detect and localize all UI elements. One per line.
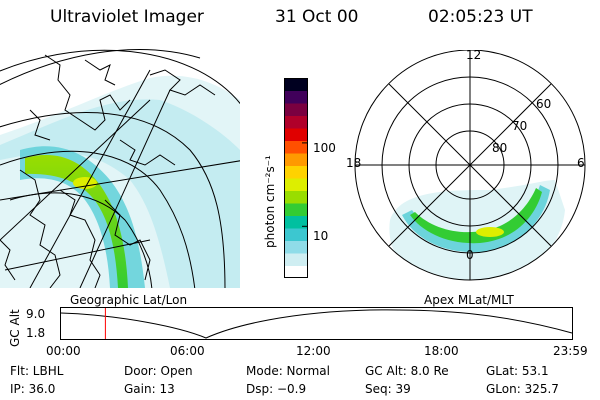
polar-plot: [354, 50, 586, 281]
auroral-bright-spot: [73, 177, 97, 189]
colorbar-cell: [284, 115, 308, 129]
timeline-ytick-high: 9.0: [26, 307, 46, 321]
mlt-label-6: 6: [577, 156, 585, 170]
info-glat: GLat: 53.1: [486, 364, 549, 378]
colorbar-cell: [284, 128, 308, 141]
timeline-xtick-1800: 18:00: [424, 344, 459, 358]
image-time: 02:05:23 UT: [428, 7, 533, 27]
mlat-label-70: 70: [512, 119, 528, 133]
colorbar-cell: [284, 140, 308, 154]
mlt-label-18: 18: [346, 156, 362, 170]
geographic-map: [0, 49, 240, 288]
colorbar-cell: [284, 253, 308, 266]
colorbar-cell: [284, 215, 308, 229]
colorbar-cell: [284, 265, 308, 278]
colorbar-cell: [284, 165, 308, 179]
timeline-xtick-0000: 00:00: [46, 344, 81, 358]
timeline-xtick-0600: 06:00: [170, 344, 205, 358]
timeline-xtick-2359: 23:59: [553, 344, 588, 358]
info-ip: IP: 36.0: [10, 382, 56, 396]
info-mode: Mode: Normal: [246, 364, 330, 378]
mlt-label-0: 0: [466, 248, 474, 262]
auroral-band-glow: [20, 146, 145, 288]
colorbar-cell: [284, 78, 308, 91]
colorbar: [284, 78, 308, 278]
timeline-xtick-1200: 12:00: [296, 344, 331, 358]
polar-auroral-oval: [410, 188, 542, 244]
info-glon: GLon: 325.7: [486, 382, 559, 396]
timeline-ytick-low: 1.8: [26, 326, 46, 340]
mlat-label-80: 80: [492, 141, 508, 155]
geographic-caption: Geographic Lat/Lon: [70, 293, 188, 307]
colorbar-cell: [284, 90, 308, 104]
altitude-curve: [60, 309, 573, 339]
colorbar-tick-label-10: 10: [313, 229, 329, 243]
instrument-title: Ultraviolet Imager: [50, 7, 204, 27]
diffuse-emission-2: [0, 99, 240, 288]
colorbar-cell: [284, 103, 308, 116]
info-gc-alt: GC Alt: 8.0 Re: [365, 364, 449, 378]
colorbar-cell: [284, 153, 308, 166]
colorbar-unit-label: photon cm⁻²s⁻¹: [263, 155, 277, 248]
info-filter: Flt: LBHL: [10, 364, 64, 378]
colorbar-cell: [284, 240, 308, 254]
mlat-label-60: 60: [536, 97, 552, 111]
timeline-plot: [60, 307, 573, 340]
auroral-band: [25, 155, 128, 288]
info-gain: Gain: 13: [124, 382, 175, 396]
apex-caption: Apex MLat/MLT: [424, 293, 514, 307]
colorbar-cell: [284, 190, 308, 204]
colorbar-cell: [284, 228, 308, 241]
info-dsp: Dsp: −0.9: [246, 382, 307, 396]
colorbar-cell: [284, 203, 308, 216]
colorbar-cell: [284, 178, 308, 191]
polar-bright-spot: [476, 227, 504, 237]
colorbar-cells: [284, 78, 308, 278]
info-door: Door: Open: [124, 364, 193, 378]
mlt-label-12: 12: [466, 48, 482, 62]
info-seq: Seq: 39: [365, 382, 411, 396]
timeline-axis-label: GC Alt: [8, 309, 22, 347]
colorbar-tick-label-100: 100: [313, 141, 336, 155]
image-date: 31 Oct 00: [275, 7, 359, 27]
